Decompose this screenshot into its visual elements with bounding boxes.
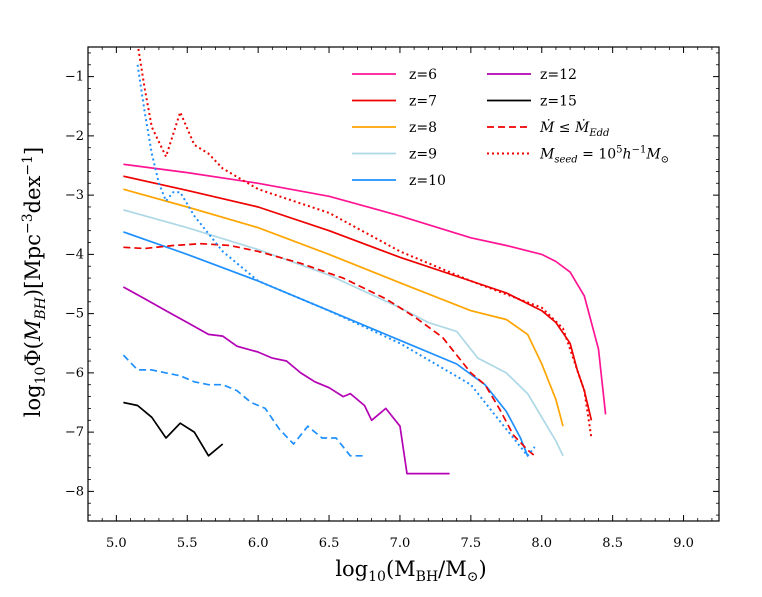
x-tick-label: 6.0 bbox=[248, 536, 269, 551]
series-line-4 bbox=[123, 231, 529, 457]
legend-label: z=8 bbox=[409, 120, 437, 136]
x-tick-label: 6.5 bbox=[319, 536, 340, 551]
plot-frame bbox=[87, 46, 720, 522]
y-tick-label: −7 bbox=[65, 425, 84, 440]
series-line-10 bbox=[136, 64, 536, 457]
legend-label: z=15 bbox=[540, 94, 577, 110]
series-line-7 bbox=[122, 354, 365, 457]
y-tick-label: −6 bbox=[65, 366, 84, 381]
x-tick-label: 9.0 bbox=[673, 536, 694, 551]
x-tick-label: 5.0 bbox=[106, 536, 127, 551]
y-tick-label: −1 bbox=[65, 70, 84, 85]
series-line-6 bbox=[123, 401, 224, 457]
x-axis-title: log10(MBH/M⊙) bbox=[335, 557, 486, 585]
y-tick-label: −4 bbox=[65, 247, 84, 262]
legend-label: z=9 bbox=[409, 147, 437, 163]
x-tick-label: 5.5 bbox=[177, 536, 198, 551]
x-tick-label: 8.0 bbox=[531, 536, 552, 551]
series-line-3 bbox=[123, 209, 564, 457]
plot-border bbox=[87, 46, 720, 522]
series-line-2 bbox=[123, 188, 564, 427]
legend-label: z=10 bbox=[409, 173, 446, 189]
legend-label: z=12 bbox=[540, 67, 577, 83]
legend-label: Mseed = 105h−1M⊙ bbox=[539, 145, 669, 166]
y-tick-label: −8 bbox=[65, 484, 84, 499]
series-line-9 bbox=[137, 47, 593, 439]
x-tick-label: 7.5 bbox=[461, 536, 482, 551]
series-line-8 bbox=[123, 242, 536, 457]
legend-label: z=7 bbox=[409, 94, 437, 110]
series-line-5 bbox=[122, 286, 450, 475]
x-tick-label: 8.5 bbox=[602, 536, 623, 551]
y-tick-label: −5 bbox=[65, 307, 84, 322]
legend-label: Ṁ ≤ ṀEdd bbox=[539, 118, 609, 139]
y-tick-label: −3 bbox=[65, 188, 84, 203]
legend: z=6 z=7 z=8 z=9 z=10 z=12 z=15 Ṁ ≤ ṀEdd Mseed = … bbox=[352, 67, 669, 189]
x-tick-label: 7.0 bbox=[390, 536, 411, 551]
series-layer bbox=[122, 47, 607, 475]
y-tick-label: −2 bbox=[65, 129, 84, 144]
y-axis-title: log10Φ(MBH)[Mpc−3dex−1] bbox=[20, 147, 49, 417]
series-line-0 bbox=[123, 163, 607, 415]
legend-label: z=6 bbox=[409, 67, 437, 83]
series-line-1 bbox=[123, 175, 593, 421]
axes-layer: 5.0 5.5 6.0 6.5 7.0 7.5 8.0 8.5 9.0 −8 −7 −6 −5 −4 −3 −… bbox=[65, 47, 719, 551]
